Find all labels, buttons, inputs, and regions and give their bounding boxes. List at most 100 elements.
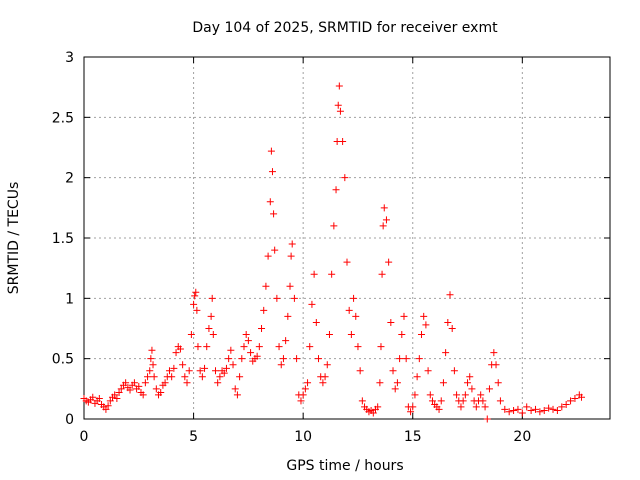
data-point xyxy=(382,216,390,224)
data-point xyxy=(376,379,384,387)
grid xyxy=(84,57,610,419)
data-point xyxy=(352,312,360,320)
data-point xyxy=(212,367,219,375)
data-point xyxy=(191,292,199,300)
data-point xyxy=(89,393,97,401)
data-point xyxy=(332,186,340,194)
x-tick-label: 10 xyxy=(294,429,312,445)
data-point xyxy=(126,386,134,394)
data-point xyxy=(411,391,419,399)
data-point xyxy=(354,343,362,351)
data-point xyxy=(567,397,575,405)
data-point xyxy=(267,147,275,155)
data-point xyxy=(435,405,443,413)
data-point xyxy=(389,367,397,375)
data-point xyxy=(117,385,125,393)
data-point xyxy=(306,343,314,351)
data-point xyxy=(505,408,513,416)
data-point xyxy=(165,367,173,375)
data-point xyxy=(426,391,434,399)
data-point xyxy=(387,318,395,326)
data-point xyxy=(457,403,465,411)
data-point xyxy=(450,367,458,375)
data-point xyxy=(275,343,283,351)
data-point xyxy=(141,379,149,387)
data-point xyxy=(396,355,404,363)
data-point xyxy=(418,331,426,339)
data-point xyxy=(377,343,385,351)
data-point xyxy=(135,382,143,390)
data-point xyxy=(271,246,279,254)
y-tick-label: 3 xyxy=(65,50,74,66)
data-point xyxy=(208,294,216,302)
data-point xyxy=(402,355,410,363)
data-point xyxy=(321,373,329,381)
data-point xyxy=(216,373,224,381)
data-point xyxy=(400,312,408,320)
data-point xyxy=(102,405,110,413)
data-point xyxy=(378,270,386,278)
data-point xyxy=(339,137,347,145)
data-point xyxy=(205,325,213,332)
data-point xyxy=(391,385,399,393)
data-point xyxy=(374,403,382,411)
x-axis-label: GPS time / hours xyxy=(286,458,403,474)
data-point xyxy=(347,331,355,339)
data-point xyxy=(531,405,539,413)
data-point xyxy=(558,403,566,411)
data-point xyxy=(335,82,343,90)
data-point xyxy=(130,379,138,387)
data-point xyxy=(536,408,544,416)
data-point xyxy=(190,300,198,308)
data-point xyxy=(468,385,476,393)
data-point xyxy=(319,379,327,387)
data-point xyxy=(315,355,323,363)
data-point xyxy=(494,379,502,387)
data-point xyxy=(266,198,274,206)
data-point xyxy=(343,258,351,266)
data-point xyxy=(231,385,239,393)
data-point xyxy=(247,349,255,357)
data-point xyxy=(466,373,474,381)
data-point xyxy=(95,394,103,402)
data-point xyxy=(192,288,200,296)
data-point xyxy=(514,405,522,413)
data-point xyxy=(328,270,336,278)
data-point xyxy=(413,373,421,381)
data-point xyxy=(161,379,169,387)
data-point xyxy=(350,294,358,302)
data-point xyxy=(253,352,261,360)
x-tick-label: 0 xyxy=(80,429,89,445)
data-point xyxy=(238,355,246,363)
data-point xyxy=(148,346,156,354)
data-point xyxy=(385,258,393,266)
data-point xyxy=(196,367,204,375)
data-point xyxy=(193,306,201,314)
data-point xyxy=(187,331,195,339)
data-point xyxy=(553,407,561,415)
data-point xyxy=(428,397,436,405)
x-tick-label: 20 xyxy=(513,429,531,445)
data-point xyxy=(277,361,285,369)
data-point xyxy=(472,403,480,411)
y-tick-label: 2.5 xyxy=(52,110,74,126)
data-point xyxy=(113,394,121,402)
data-point xyxy=(301,385,309,393)
data-point xyxy=(477,391,485,399)
data-points xyxy=(80,82,586,423)
data-point xyxy=(297,397,305,405)
data-point xyxy=(225,355,233,363)
data-point xyxy=(170,364,178,372)
data-point xyxy=(345,306,353,314)
data-point xyxy=(207,312,215,320)
data-point xyxy=(152,385,160,393)
data-point xyxy=(293,355,301,363)
data-point xyxy=(268,168,276,176)
data-point xyxy=(172,349,180,357)
data-point xyxy=(492,361,500,369)
data-point xyxy=(510,407,518,415)
data-point xyxy=(179,361,187,369)
data-point xyxy=(104,402,112,410)
data-point xyxy=(146,367,154,375)
